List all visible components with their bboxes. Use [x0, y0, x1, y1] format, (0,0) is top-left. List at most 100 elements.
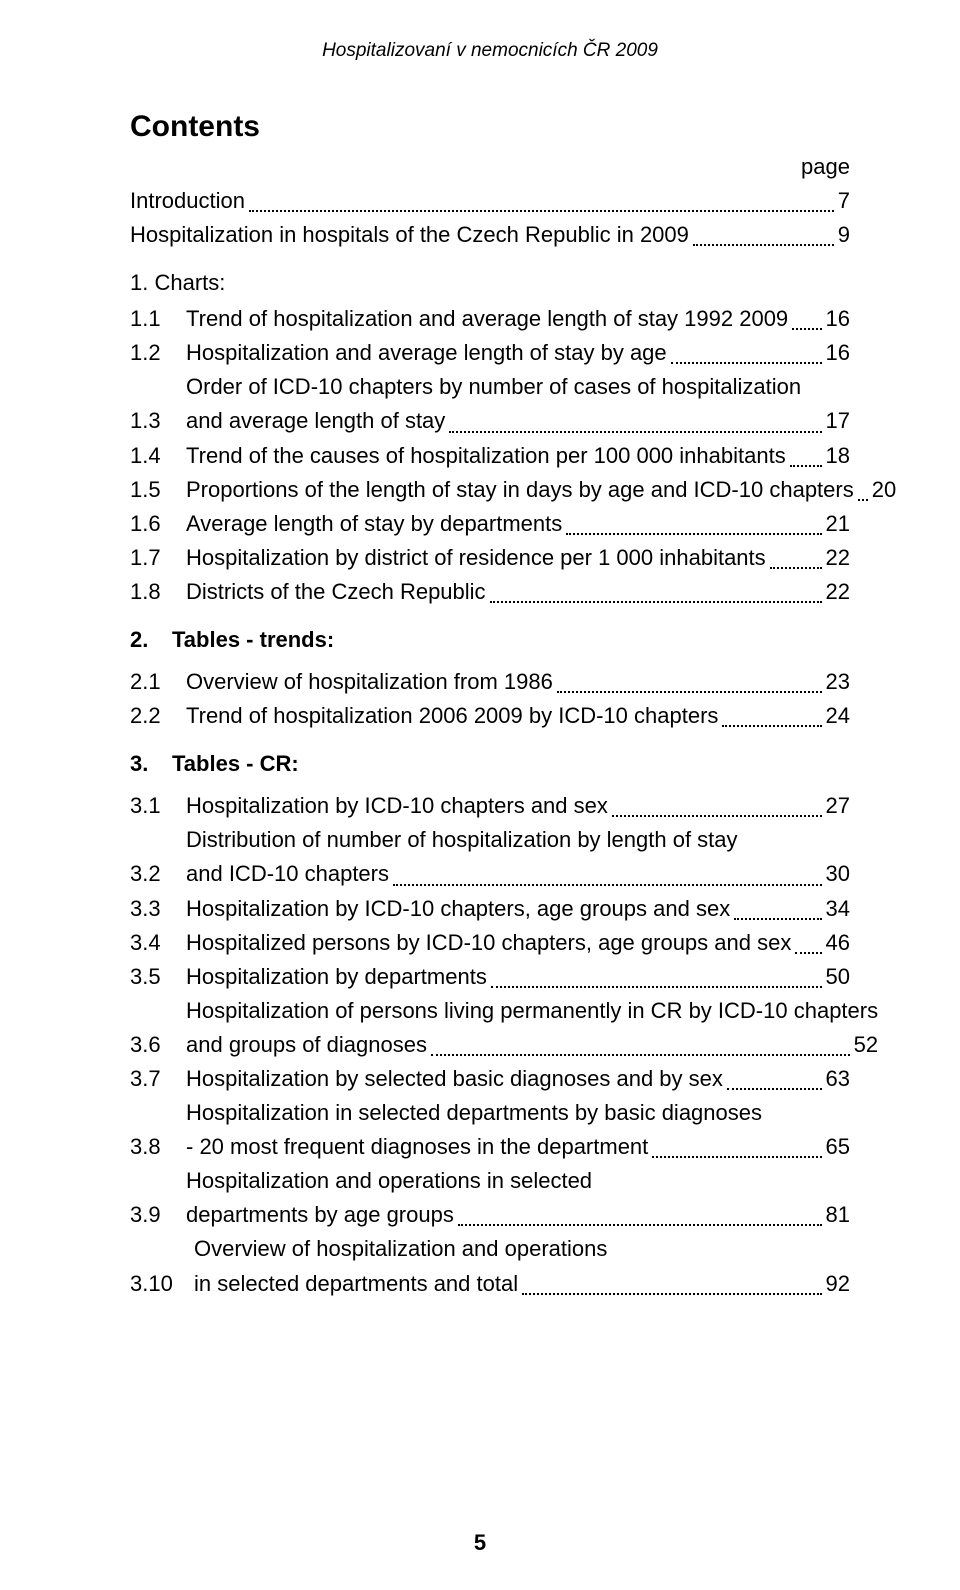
toc-entry-number: 1.3 [130, 404, 186, 438]
toc-entry: 1.1 Trend of hospitalization and average… [130, 302, 850, 336]
toc-leader-dots [727, 1088, 822, 1090]
toc-entry-text: Hospitalization in hospitals of the Czec… [130, 218, 689, 252]
toc-intro-block: Introduction 7 Hospitalization in hospit… [130, 184, 850, 252]
toc-leader-dots [795, 952, 821, 954]
toc-entry-page: 22 [826, 575, 850, 609]
toc-entry-page: 7 [838, 184, 850, 218]
toc-entry-page: 34 [826, 892, 850, 926]
toc-entry-page: 30 [826, 857, 850, 891]
toc-entry-page: 23 [826, 665, 850, 699]
toc-entry-text: and ICD-10 chapters [186, 857, 389, 891]
toc-entry: 3.6 Hospitalization of persons living pe… [130, 994, 850, 1062]
toc-leader-dots [249, 210, 834, 212]
toc-entry: Hospitalization in hospitals of the Czec… [130, 218, 850, 252]
toc-entry-number: 3.4 [130, 926, 186, 960]
toc-entry: Introduction 7 [130, 184, 850, 218]
toc-leader-dots [770, 567, 822, 569]
toc-entry-number: 3.7 [130, 1062, 186, 1096]
toc-entry-text: Overview of hospitalization from 1986 [186, 665, 553, 699]
running-head: Hospitalizovaní v nemocnicích ČR 2009 [130, 40, 850, 62]
toc-entry-text: Hospitalization in selected departments … [186, 1096, 850, 1130]
toc-entry-number: 2.1 [130, 665, 186, 699]
toc-entry-text: Hospitalization by ICD-10 chapters, age … [186, 892, 730, 926]
toc-entry-text: Hospitalization by district of residence… [186, 541, 766, 575]
toc-leader-dots [693, 244, 834, 246]
toc-entry: 1.7 Hospitalization by district of resid… [130, 541, 850, 575]
toc-entry-number: 3.2 [130, 857, 186, 891]
section-2-number: 2. [130, 627, 172, 653]
toc-leader-dots [858, 499, 868, 501]
toc-entry-text: and average length of stay [186, 404, 445, 438]
toc-entry-number: 1.8 [130, 575, 186, 609]
toc-leader-dots [490, 601, 822, 603]
toc-entry-text: Introduction [130, 184, 245, 218]
toc-entry-text: - 20 most frequent diagnoses in the depa… [186, 1130, 648, 1164]
toc-entry-number: 3.9 [130, 1198, 186, 1232]
toc-entry-text: in selected departments and total [194, 1267, 518, 1301]
toc-entry-page: 63 [826, 1062, 850, 1096]
toc-entry-number: 1.5 [130, 473, 186, 507]
toc-entry-text: Distribution of number of hospitalizatio… [186, 823, 850, 857]
toc-entry: 3.1 Hospitalization by ICD-10 chapters a… [130, 789, 850, 823]
toc-leader-dots [522, 1293, 821, 1295]
toc-leader-dots [790, 465, 822, 467]
toc-entry-page: 9 [838, 218, 850, 252]
toc-entry-text: Overview of hospitalization and operatio… [194, 1232, 850, 1266]
toc-leader-dots [458, 1224, 822, 1226]
toc-entry: 3.3 Hospitalization by ICD-10 chapters, … [130, 892, 850, 926]
toc-entry-number: 3.8 [130, 1130, 186, 1164]
toc-entry-number: 3.5 [130, 960, 186, 994]
document-page: Hospitalizovaní v nemocnicích ČR 2009 Co… [0, 0, 960, 1590]
toc-entry-page: 27 [826, 789, 850, 823]
toc-entry-text: Proportions of the length of stay in day… [186, 473, 854, 507]
toc-entry-page: 16 [826, 302, 850, 336]
toc-entry-text: Hospitalization and average length of st… [186, 336, 667, 370]
toc-leader-dots [491, 986, 822, 988]
toc-entry-page: 22 [826, 541, 850, 575]
toc-leader-dots [566, 533, 821, 535]
toc-entry: 1.3 Order of ICD-10 chapters by number o… [130, 370, 850, 438]
toc-entry: 1.4 Trend of the causes of hospitalizati… [130, 439, 850, 473]
toc-entry-page: 21 [826, 507, 850, 541]
toc-entry: 3.5 Hospitalization by departments 50 [130, 960, 850, 994]
toc-section-2: 2.1 Overview of hospitalization from 198… [130, 665, 850, 733]
toc-entry: 3.8 Hospitalization in selected departme… [130, 1096, 850, 1164]
toc-entry-number: 3.10 [130, 1267, 194, 1301]
toc-entry-page: 50 [826, 960, 850, 994]
toc-entry-page: 24 [826, 699, 850, 733]
toc-entry-text: Hospitalization and operations in select… [186, 1164, 850, 1198]
toc-entry: 2.1 Overview of hospitalization from 198… [130, 665, 850, 699]
section-3-heading: 3. Tables - CR: [130, 751, 850, 777]
toc-entry: 1.2 Hospitalization and average length o… [130, 336, 850, 370]
toc-entry: 1.8 Districts of the Czech Republic 22 [130, 575, 850, 609]
toc-entry: 1.5 Proportions of the length of stay in… [130, 473, 850, 507]
toc-leader-dots [671, 362, 822, 364]
toc-entry: 2.2 Trend of hospitalization 2006 2009 b… [130, 699, 850, 733]
toc-entry-text: Hospitalization by ICD-10 chapters and s… [186, 789, 608, 823]
toc-section-1: 1.1 Trend of hospitalization and average… [130, 302, 850, 609]
toc-leader-dots [557, 691, 822, 693]
toc-entry-number: 3.6 [130, 1028, 186, 1062]
toc-entry-number: 1.1 [130, 302, 186, 336]
contents-title: Contents [130, 110, 850, 144]
toc-entry-number: 1.6 [130, 507, 186, 541]
toc-entry-text: Hospitalization by departments [186, 960, 487, 994]
toc-entry: 3.2 Distribution of number of hospitaliz… [130, 823, 850, 891]
toc-section-3: 3.1 Hospitalization by ICD-10 chapters a… [130, 789, 850, 1300]
toc-entry-page: 52 [854, 1028, 878, 1062]
toc-entry-text: Hospitalization by selected basic diagno… [186, 1062, 723, 1096]
toc-entry-page: 46 [826, 926, 850, 960]
section-1-heading: 1. Charts: [130, 270, 850, 296]
toc-entry-number: 3.3 [130, 892, 186, 926]
toc-entry-page: 16 [826, 336, 850, 370]
section-2-heading: 2. Tables - trends: [130, 627, 850, 653]
toc-entry: 3.7 Hospitalization by selected basic di… [130, 1062, 850, 1096]
toc-leader-dots [612, 815, 822, 817]
toc-entry-text: Trend of hospitalization and average len… [186, 302, 788, 336]
page-column-label: page [130, 154, 850, 180]
toc-entry-page: 18 [826, 439, 850, 473]
toc-entry-text: Average length of stay by departments [186, 507, 562, 541]
toc-entry-text: Order of ICD-10 chapters by number of ca… [186, 370, 850, 404]
section-3-number: 3. [130, 751, 172, 777]
toc-leader-dots [792, 328, 821, 330]
